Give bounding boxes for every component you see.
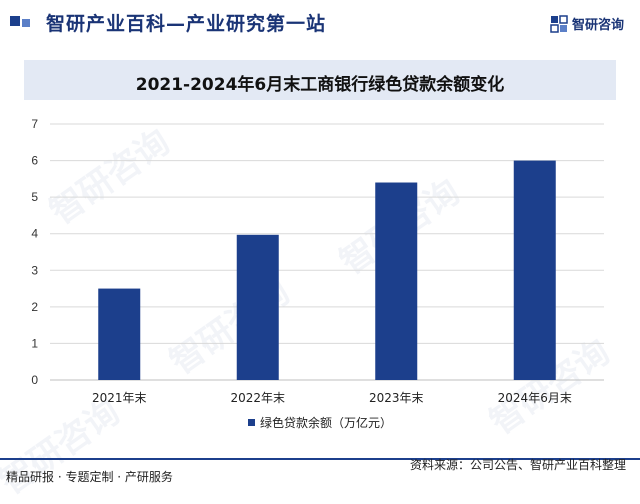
chart-legend: 绿色贷款余额（万亿元） bbox=[0, 414, 640, 431]
zhiyan-logo-icon bbox=[550, 14, 568, 33]
x-tick-label: 2022年末 bbox=[230, 391, 285, 405]
y-tick-label: 0 bbox=[31, 373, 38, 387]
y-tick-label: 6 bbox=[31, 154, 38, 168]
y-tick-label: 2 bbox=[31, 300, 38, 314]
site-title: 智研产业百科—产业研究第一站 bbox=[46, 13, 327, 35]
chart-title-band: 2021-2024年6月末工商银行绿色贷款余额变化 bbox=[24, 60, 616, 100]
x-tick-label: 2021年末 bbox=[92, 391, 147, 405]
bar-chart: 0 1 2 3 4 5 6 7 2021年末 2022年末 2023年末 2024年6月末 bbox=[31, 117, 604, 405]
y-tick-label: 5 bbox=[31, 190, 38, 204]
y-tick-label: 4 bbox=[31, 227, 38, 241]
legend-swatch bbox=[247, 419, 255, 426]
header: 智研产业百科—产业研究第一站 智研咨询 bbox=[0, 0, 640, 46]
x-tick-label: 2023年末 bbox=[369, 391, 424, 405]
brand-name: 智研咨询 bbox=[571, 18, 624, 33]
x-tick-label: 2024年6月末 bbox=[498, 391, 572, 405]
legend-label: 绿色贷款余额（万亿元） bbox=[259, 416, 392, 430]
footer-divider bbox=[0, 458, 640, 460]
footer-tagline: 精品研报 · 专题定制 · 产研服务 bbox=[6, 470, 173, 484]
bar bbox=[375, 182, 418, 380]
y-tick-label: 3 bbox=[31, 263, 38, 277]
brand: 智研咨询 bbox=[550, 14, 624, 33]
bar bbox=[513, 160, 556, 380]
y-tick-label: 1 bbox=[31, 336, 38, 350]
bar bbox=[98, 288, 141, 380]
bar bbox=[236, 234, 279, 380]
chart-title: 2021-2024年6月末工商银行绿色贷款余额变化 bbox=[135, 75, 505, 95]
y-tick-label: 7 bbox=[31, 117, 38, 131]
footer-source: 资料来源：公司公告、智研产业百科整理 bbox=[409, 458, 626, 472]
